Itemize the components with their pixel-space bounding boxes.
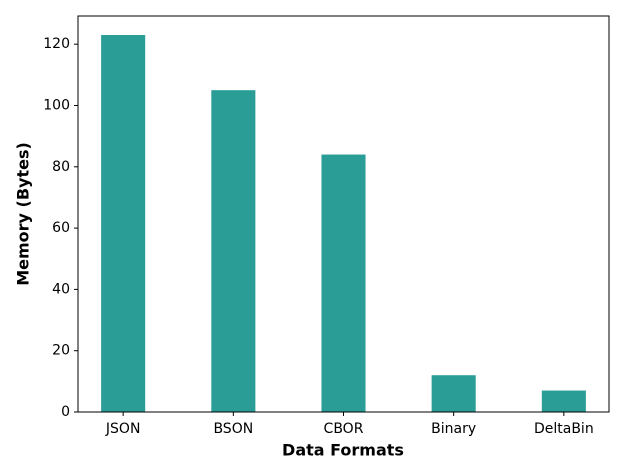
y-tick-label: 80	[52, 159, 70, 175]
y-tick-label: 20	[52, 343, 70, 359]
y-tick-label: 40	[52, 281, 70, 297]
bar	[541, 390, 586, 412]
bar	[431, 375, 476, 412]
x-tick-label: Binary	[431, 421, 476, 437]
y-tick-label: 0	[61, 404, 70, 420]
x-tick-label: CBOR	[324, 421, 364, 437]
bar	[321, 154, 366, 412]
plot-frame	[77, 15, 610, 413]
x-tick-label: JSON	[105, 421, 141, 437]
x-axis-title: Data Formats	[282, 441, 404, 460]
bar	[101, 35, 146, 412]
x-tick-label: BSON	[213, 421, 253, 437]
y-tick-label: 60	[52, 220, 70, 236]
y-tick-label: 120	[43, 36, 70, 52]
bar	[211, 90, 256, 413]
y-axis-title: Memory (Bytes)	[14, 142, 33, 286]
x-tick-label: DeltaBin	[534, 421, 594, 437]
y-tick-label: 100	[43, 97, 70, 113]
